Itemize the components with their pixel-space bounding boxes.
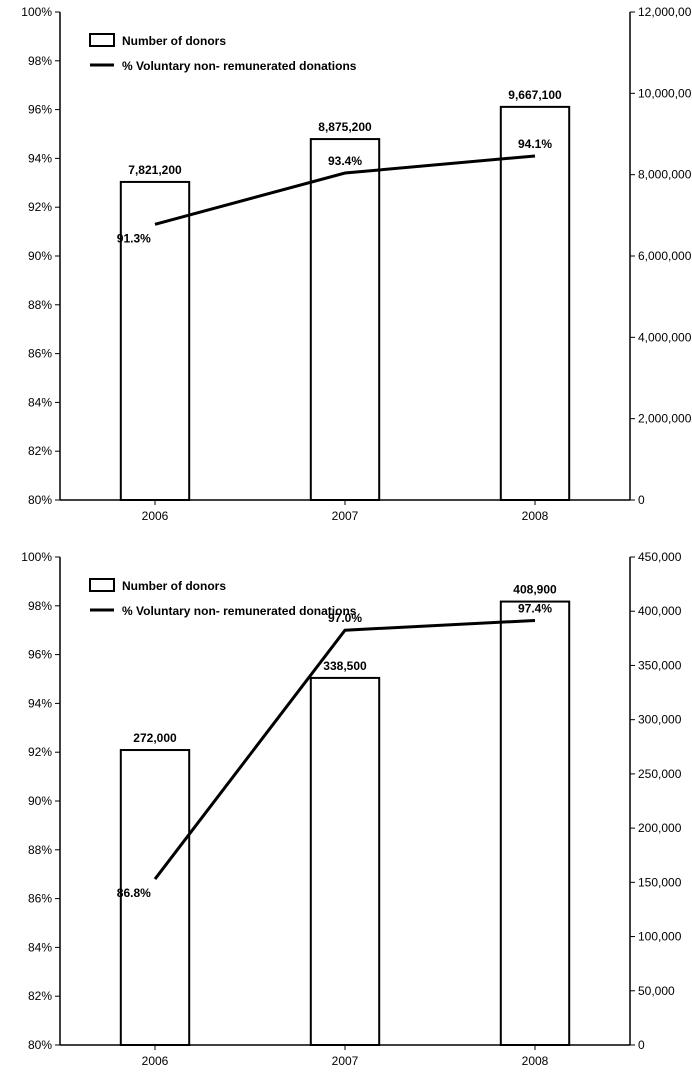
y-left-tick: 100% (21, 5, 52, 19)
y-left-tick: 82% (28, 989, 52, 1003)
y-right-tick: 400,000 (638, 604, 682, 618)
y-right-tick: 150,000 (638, 875, 682, 889)
legend-line-label: % Voluntary non- remunerated donations (122, 59, 357, 73)
x-tick-label: 2006 (142, 509, 169, 523)
y-left-tick: 80% (28, 1038, 52, 1052)
bar-value-label: 272,000 (133, 731, 177, 745)
y-left-tick: 90% (28, 794, 52, 808)
y-right-tick: 350,000 (638, 658, 682, 672)
legend-bar-label: Number of donors (122, 34, 226, 48)
bar (311, 139, 379, 500)
y-right-tick: 300,000 (638, 713, 682, 727)
bar-value-label: 9,667,100 (508, 88, 562, 102)
y-left-tick: 84% (28, 395, 52, 409)
legend-line-label: % Voluntary non- remunerated donations (122, 604, 357, 618)
y-left-tick: 98% (28, 599, 52, 613)
bar-value-label: 408,900 (513, 583, 557, 597)
y-right-tick: 450,000 (638, 550, 682, 564)
y-right-tick: 100,000 (638, 930, 682, 944)
bar (311, 678, 379, 1045)
legend-bar-swatch (90, 579, 114, 591)
bar (501, 602, 569, 1045)
bar-value-label: 338,500 (323, 659, 367, 673)
y-left-tick: 92% (28, 200, 52, 214)
y-right-tick: 250,000 (638, 767, 682, 781)
line-value-label: 86.8% (117, 886, 151, 900)
y-right-tick: 0 (638, 493, 645, 507)
y-left-tick: 88% (28, 298, 52, 312)
line-value-label: 94.1% (518, 137, 552, 151)
legend-bar-label: Number of donors (122, 579, 226, 593)
y-left-tick: 94% (28, 151, 52, 165)
y-right-tick: 0 (638, 1038, 645, 1052)
x-tick-label: 2007 (332, 1054, 359, 1068)
y-right-tick: 4,000,000 (638, 330, 692, 344)
x-tick-label: 2006 (142, 1054, 169, 1068)
y-right-tick: 8,000,000 (638, 168, 692, 182)
y-left-tick: 82% (28, 444, 52, 458)
donor-chart-bottom: 80% 82% 84% 86% 88% 90% 92% 94% 96% 98% 100% 0 50,00… (0, 545, 692, 1090)
y-left-tick: 86% (28, 892, 52, 906)
y-left-tick: 96% (28, 103, 52, 117)
x-tick-label: 2008 (522, 1054, 549, 1068)
x-tick-label: 2007 (332, 509, 359, 523)
bar (121, 182, 189, 500)
y-left-tick: 80% (28, 493, 52, 507)
y-right-tick: 10,000,00 (638, 86, 692, 100)
legend-bar-swatch (90, 34, 114, 46)
line-value-label: 97.4% (518, 601, 552, 615)
y-left-tick: 92% (28, 745, 52, 759)
donor-chart-top: 80% 82% 84% 86% 88% 90% 92% 94% 96% 98% 100% 0 2,000… (0, 0, 692, 545)
y-left-tick: 94% (28, 696, 52, 710)
y-left-tick: 98% (28, 54, 52, 68)
x-tick-label: 2008 (522, 509, 549, 523)
bar (501, 107, 569, 500)
y-left-tick: 88% (28, 843, 52, 857)
y-left-tick: 84% (28, 940, 52, 954)
y-left-tick: 100% (21, 550, 52, 564)
y-right-tick: 50,000 (638, 984, 675, 998)
line-value-label: 91.3% (117, 231, 151, 245)
y-left-tick: 86% (28, 347, 52, 361)
bar-value-label: 7,821,200 (128, 163, 182, 177)
y-right-tick: 6,000,000 (638, 249, 692, 263)
line-value-label: 93.4% (328, 154, 362, 168)
y-right-tick: 200,000 (638, 821, 682, 835)
bar-value-label: 8,875,200 (318, 120, 372, 134)
y-left-tick: 96% (28, 648, 52, 662)
y-left-tick: 90% (28, 249, 52, 263)
y-right-tick: 2,000,000 (638, 412, 692, 426)
y-right-tick: 12,000,00 (638, 5, 692, 19)
